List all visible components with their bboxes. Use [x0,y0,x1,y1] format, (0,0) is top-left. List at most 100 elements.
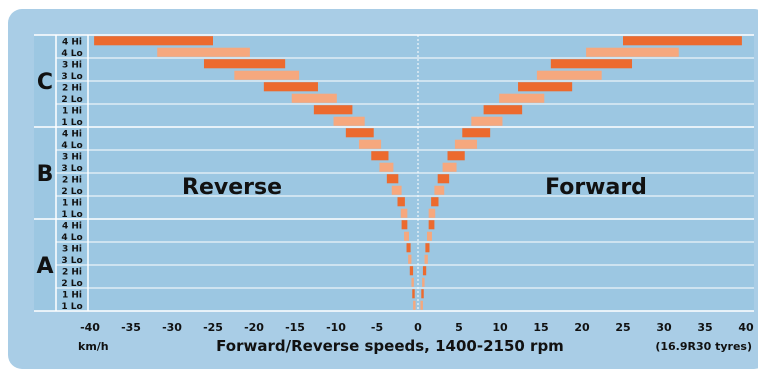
gear-label: 2 Lo [61,95,82,105]
bar-reverse-a-3-hi [406,243,411,253]
bar-forward-a-4-hi [428,220,435,230]
x-tick-label: 0 [414,321,422,334]
gear-label: 4 Lo [61,141,82,151]
gear-label: 3 Hi [62,60,82,70]
gear-label: 3 Lo [61,72,82,82]
bar-reverse-c-3-lo [234,70,300,80]
bar-reverse-a-3-lo [408,254,412,264]
bar-layer [94,36,742,310]
x-tick-label: 40 [738,321,754,334]
bar-reverse-c-2-hi [263,82,318,92]
x-tick-label: -15 [285,321,305,334]
bar-reverse-b-4-lo [358,139,382,149]
x-tick-label: 20 [574,321,590,334]
bar-reverse-b-3-lo [379,162,394,172]
bar-reverse-b-4-hi [345,128,374,138]
gear-label: 1 Lo [61,210,82,220]
gear-label: 4 Hi [62,129,82,139]
bar-forward-c-1-hi [483,105,523,115]
chart-title: Forward/Reverse speeds, 1400-2150 rpm [216,337,564,355]
gear-label: 2 Lo [61,279,82,289]
unit-label: km/h [78,340,109,353]
bar-forward-c-1-lo [471,116,503,126]
forward-annotation: Forward [545,175,647,200]
x-tick-label: -20 [244,321,264,334]
range-label: A [36,254,53,279]
bar-forward-a-4-lo [427,231,432,241]
bar-forward-c-2-lo [499,93,545,103]
gear-label: 2 Hi [62,267,82,277]
gear-label: 4 Hi [62,37,82,47]
gear-label: 4 Lo [61,233,82,243]
bar-forward-b-4-hi [462,128,491,138]
gear-label: 2 Hi [62,83,82,93]
gear-label: 2 Lo [61,187,82,197]
bar-forward-b-2-hi [437,174,450,184]
bar-reverse-c-4-hi [94,36,213,46]
x-tick-label: 15 [533,321,548,334]
bar-forward-c-2-hi [518,82,573,92]
bar-forward-c-3-hi [550,59,633,69]
bar-reverse-c-4-lo [157,47,250,57]
bar-forward-a-2-lo [422,277,425,287]
x-tick-label: -25 [203,321,223,334]
tyre-note: (16.9R30 tyres) [655,340,752,353]
bar-reverse-b-2-hi [386,174,399,184]
x-tick-label: -40 [80,321,100,334]
bar-reverse-a-2-lo [411,277,414,287]
bar-forward-a-2-hi [422,266,427,276]
bar-forward-a-1-lo [420,300,423,310]
bar-reverse-c-1-lo [333,116,365,126]
gear-label: 3 Hi [62,244,82,254]
gear-label: 3 Hi [62,152,82,162]
gear-label: 4 Lo [61,49,82,59]
bar-reverse-b-1-lo [400,208,408,218]
bar-reverse-b-1-hi [397,197,405,207]
bar-reverse-a-4-lo [404,231,409,241]
x-tick-label: 35 [697,321,712,334]
bar-reverse-a-2-hi [409,266,414,276]
x-tick-label: -10 [326,321,346,334]
x-tick-label: -5 [371,321,383,334]
bar-forward-b-2-lo [434,185,445,195]
gear-label: 1 Lo [61,118,82,128]
reverse-annotation: Reverse [182,175,282,200]
x-tick-label: -30 [162,321,182,334]
bar-forward-a-1-hi [421,289,424,299]
gear-label: 3 Lo [61,164,82,174]
gear-label: 1 Hi [62,106,82,116]
bar-forward-c-3-lo [536,70,602,80]
bar-reverse-c-2-lo [291,93,337,103]
bar-forward-b-1-lo [428,208,436,218]
gear-label: 3 Lo [61,256,82,266]
gear-label: 1 Lo [61,302,82,312]
bar-reverse-c-1-hi [313,105,353,115]
bar-forward-a-3-lo [424,254,428,264]
bar-reverse-a-4-hi [401,220,408,230]
bar-reverse-b-3-hi [371,151,389,161]
gear-label: 2 Hi [62,175,82,185]
x-tick-label: 10 [492,321,508,334]
gear-label: 1 Hi [62,290,82,300]
bar-forward-a-3-hi [425,243,430,253]
x-tick-label: -35 [121,321,141,334]
range-label: B [37,162,54,187]
bar-forward-b-4-lo [454,139,478,149]
bar-reverse-b-2-lo [391,185,402,195]
bar-forward-b-1-hi [431,197,439,207]
bar-forward-b-3-hi [447,151,465,161]
bar-forward-c-4-lo [586,47,679,57]
x-tick-label: 30 [656,321,672,334]
x-tick-label: 5 [455,321,463,334]
bar-forward-b-3-lo [442,162,457,172]
bar-reverse-a-1-lo [413,300,416,310]
bar-reverse-c-3-hi [203,59,286,69]
gear-label: 4 Hi [62,221,82,231]
grid-layer [34,34,754,312]
bar-forward-c-4-hi [623,36,742,46]
gear-label: 1 Hi [62,198,82,208]
x-tick-label: 25 [615,321,630,334]
